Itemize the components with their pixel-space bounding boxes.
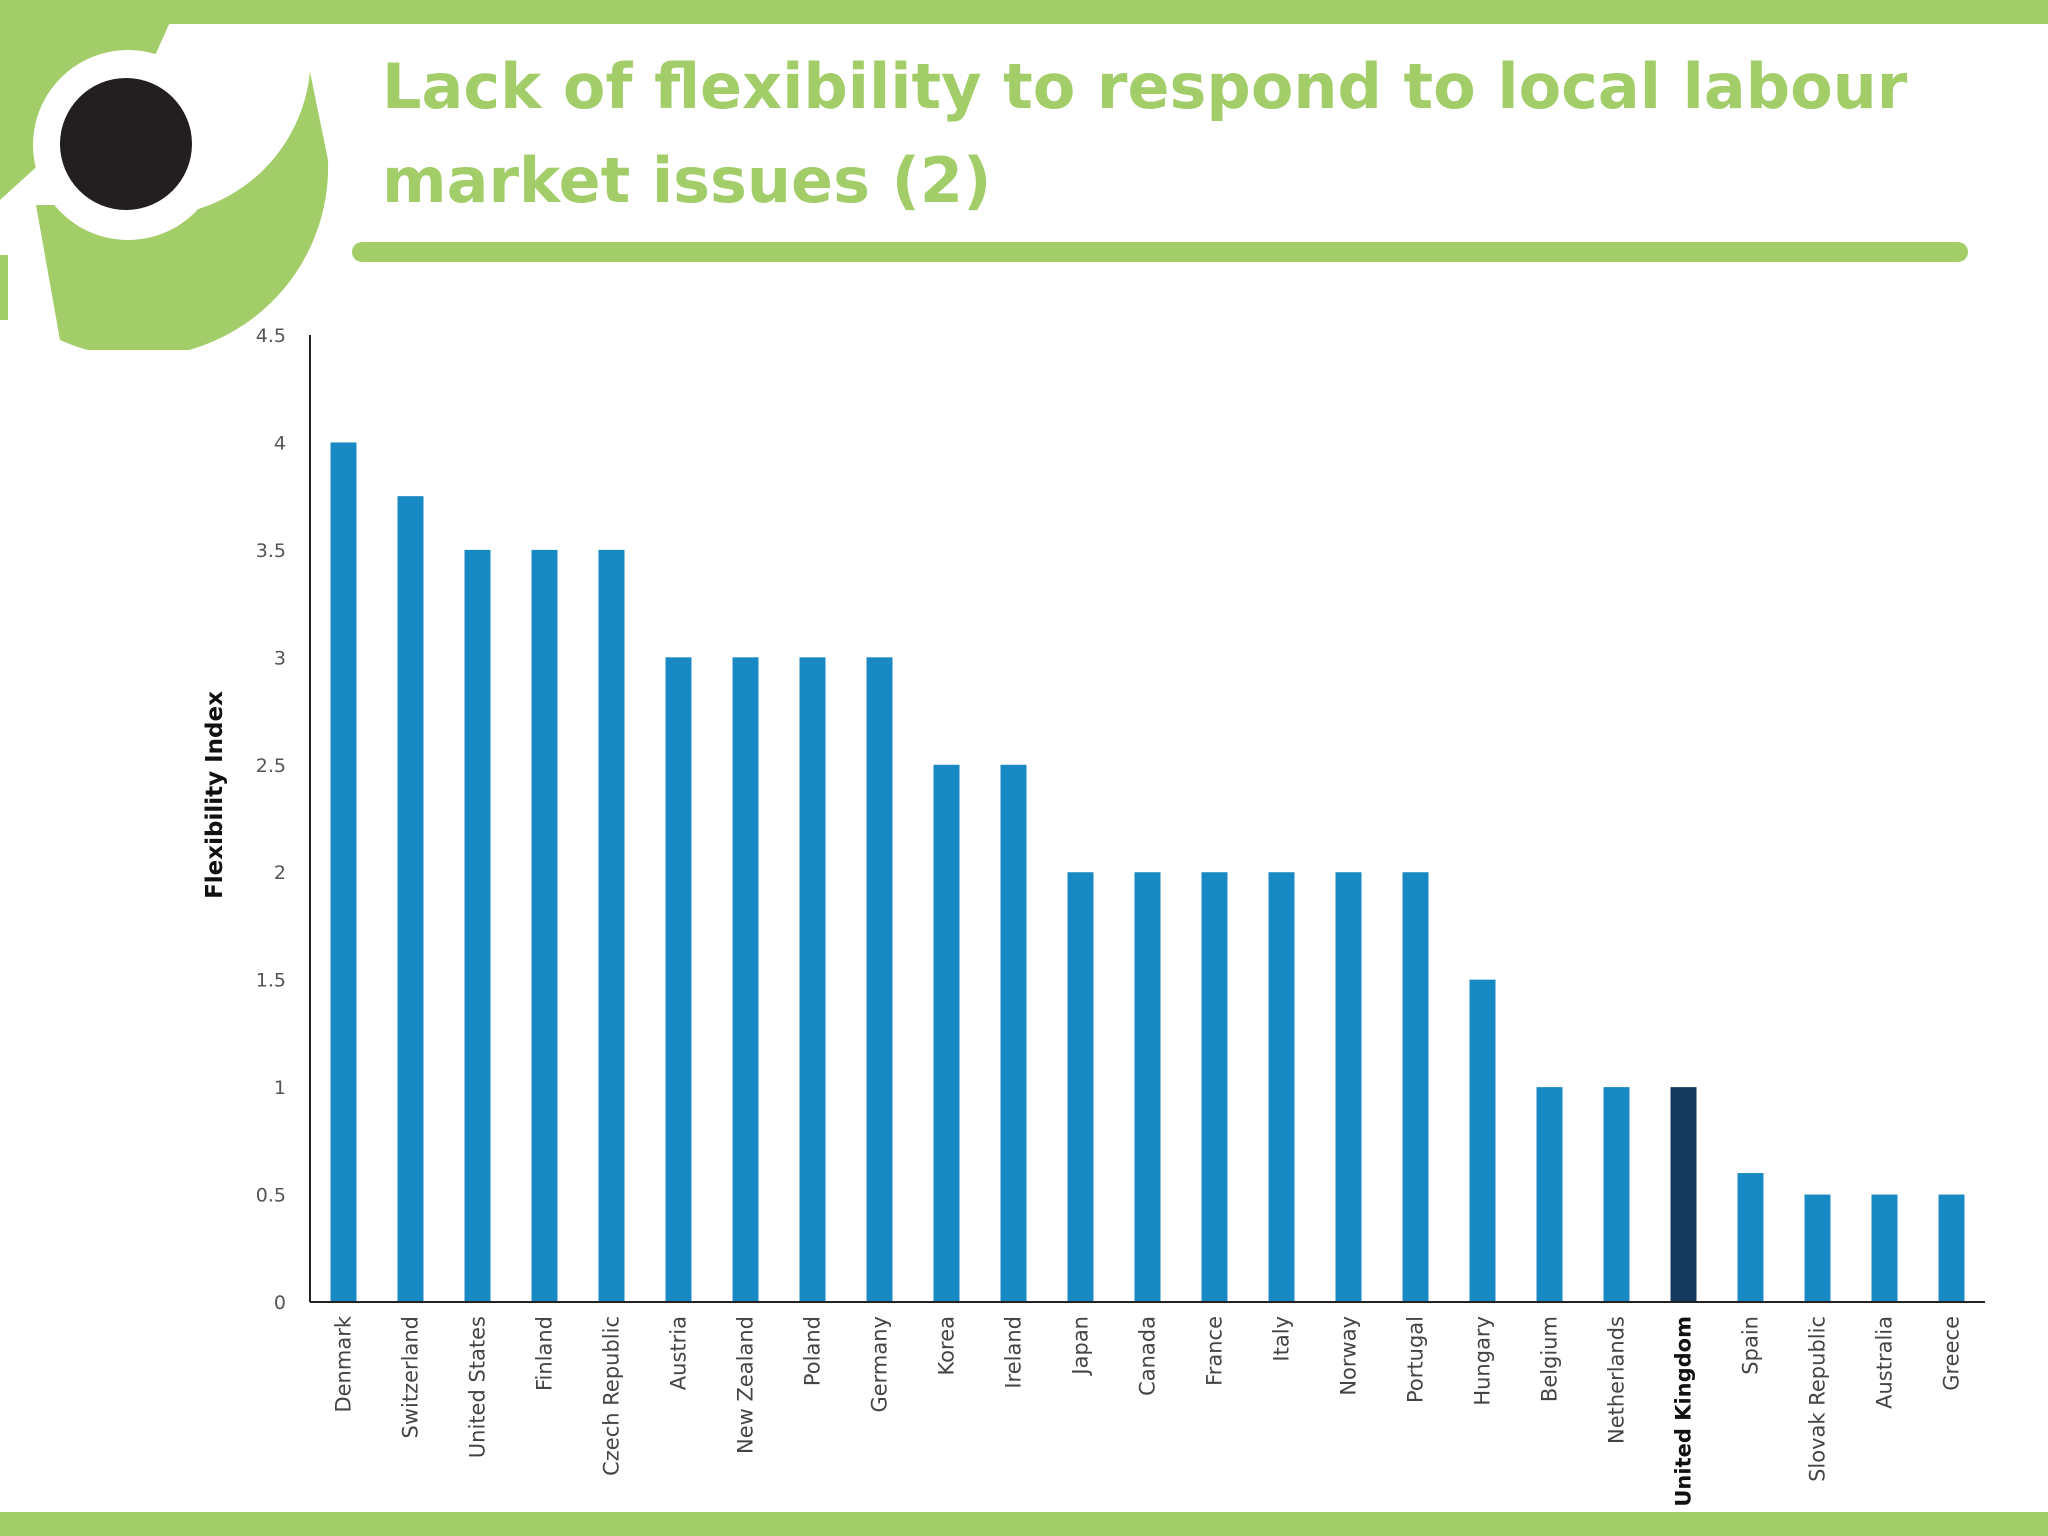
- bar: [933, 764, 960, 1302]
- bar: [330, 442, 357, 1302]
- bar: [1871, 1194, 1898, 1302]
- x-tick-label: New Zealand: [734, 1316, 758, 1454]
- x-tick-label: Hungary: [1471, 1316, 1495, 1406]
- x-tick-label: Belgium: [1538, 1316, 1562, 1402]
- x-tick-label: Japan: [1069, 1316, 1093, 1377]
- bar: [598, 549, 625, 1302]
- x-tick-label: Denmark: [332, 1315, 356, 1412]
- bar: [1536, 1087, 1563, 1302]
- x-tick-label: Greece: [1940, 1316, 1964, 1391]
- bar: [1670, 1087, 1697, 1302]
- x-tick-label: Germany: [868, 1316, 892, 1413]
- bar: [1737, 1173, 1764, 1302]
- top-accent-bar: [0, 0, 2048, 24]
- bar: [1067, 872, 1094, 1302]
- x-tick-label: Ireland: [1002, 1316, 1026, 1389]
- bars: [330, 442, 1965, 1303]
- bar: [1938, 1194, 1965, 1302]
- y-tick-label: 4.5: [256, 325, 286, 347]
- x-tick-label: Finland: [533, 1316, 557, 1391]
- x-tick-label: Poland: [801, 1316, 825, 1386]
- x-tick-label: Korea: [935, 1316, 959, 1376]
- x-tick-label: Netherlands: [1605, 1316, 1629, 1444]
- bottom-accent-bar: [0, 1512, 2048, 1536]
- bar: [866, 657, 893, 1302]
- y-tick-label: 2.5: [256, 755, 286, 777]
- x-tick-label: Switzerland: [399, 1316, 423, 1439]
- bar: [1469, 979, 1496, 1302]
- x-tick-label: Australia: [1873, 1316, 1897, 1409]
- x-tick-label: Norway: [1337, 1316, 1361, 1396]
- y-tick-label: 3: [274, 647, 286, 669]
- x-axis-labels: Denmark Switzerland United States Finland Cz…: [332, 1315, 1964, 1506]
- bar: [397, 496, 424, 1303]
- x-tick-label: Czech Republic: [600, 1316, 624, 1476]
- y-axis-title: Flexibility Index: [202, 691, 228, 899]
- bar: [1000, 764, 1027, 1302]
- bar: [1402, 872, 1429, 1302]
- slide-title: Lack of flexibility to respond to local …: [382, 50, 1908, 217]
- y-tick-label: 0.5: [256, 1185, 286, 1207]
- x-tick-label: United States: [466, 1316, 490, 1458]
- x-tick-label: Portugal: [1404, 1316, 1428, 1403]
- y-tick-label: 1.5: [256, 970, 286, 992]
- bar: [1335, 872, 1362, 1302]
- bar: [1268, 872, 1295, 1302]
- x-tick-label: United Kingdom: [1672, 1316, 1696, 1507]
- bar: [531, 549, 558, 1302]
- x-tick-label: Italy: [1270, 1316, 1294, 1362]
- bar: [464, 549, 491, 1302]
- bar: [1603, 1087, 1630, 1302]
- title-underline: [352, 242, 1968, 262]
- bar: [1201, 872, 1228, 1302]
- x-tick-label: Spain: [1739, 1316, 1763, 1375]
- x-tick-label: Austria: [667, 1316, 691, 1390]
- bar: [1134, 872, 1161, 1302]
- y-axis-ticks: 0 0.5 1 1.5 2 2.5 3 3.5 4 4.5: [256, 325, 286, 1314]
- logo-icon: [0, 0, 329, 350]
- bar: [1804, 1194, 1831, 1302]
- y-tick-label: 3.5: [256, 540, 286, 562]
- bar: [665, 657, 692, 1302]
- y-tick-label: 4: [274, 432, 286, 454]
- y-tick-label: 0: [274, 1292, 286, 1314]
- x-tick-label: Slovak Republic: [1806, 1316, 1830, 1482]
- bar: [799, 657, 826, 1302]
- x-tick-label: France: [1203, 1316, 1227, 1386]
- y-tick-label: 1: [274, 1077, 286, 1099]
- y-tick-label: 2: [274, 862, 286, 884]
- x-tick-label: Canada: [1136, 1316, 1160, 1396]
- bar: [732, 657, 759, 1302]
